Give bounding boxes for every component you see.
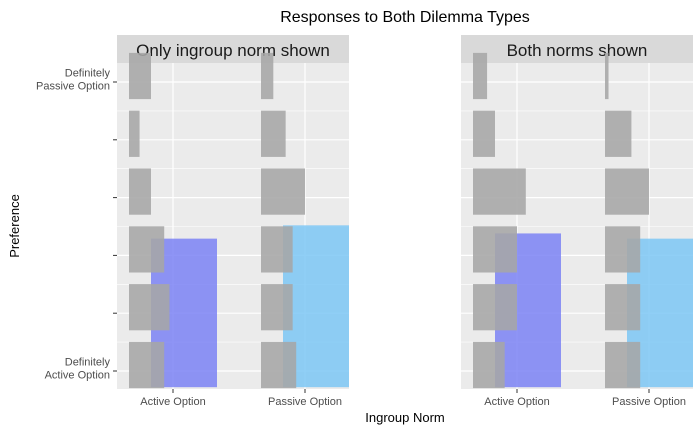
response-bin xyxy=(261,226,293,273)
response-bin xyxy=(261,168,305,215)
facet-panel-only-ingroup-norm: Only ingroup norm shown xyxy=(117,35,349,389)
chart-title: Responses to Both Dilemma Types xyxy=(280,9,530,26)
y-axis-title: Preference xyxy=(7,194,22,258)
bars-layer xyxy=(129,52,349,389)
y-tick-label: Passive Option xyxy=(36,81,110,93)
x-tick-label: Active Option xyxy=(140,396,205,408)
strip-background xyxy=(117,35,349,63)
response-bin xyxy=(261,341,297,389)
response-bin xyxy=(473,284,517,331)
response-bin xyxy=(129,284,170,331)
y-tick-label: Definitely xyxy=(65,68,111,80)
strip-label: Both norms shown xyxy=(507,41,648,60)
facet-panel-both-norms: Both norms shown xyxy=(461,35,693,389)
response-bin xyxy=(129,110,140,157)
response-bin xyxy=(129,341,165,389)
y-tick-label: Definitely xyxy=(65,357,111,369)
x-axis-title: Ingroup Norm xyxy=(365,410,444,425)
response-bin xyxy=(605,168,649,215)
response-bin xyxy=(261,52,274,100)
bars-layer xyxy=(473,52,693,389)
strip-background xyxy=(461,35,693,63)
response-bin xyxy=(605,110,632,157)
response-bin xyxy=(473,226,517,273)
x-tick-label: Passive Option xyxy=(268,396,342,408)
response-bin xyxy=(473,341,505,389)
strip-label: Only ingroup norm shown xyxy=(136,41,330,60)
response-bin xyxy=(473,52,488,100)
y-tick-label: Active Option xyxy=(45,370,110,382)
response-bin xyxy=(605,226,641,273)
response-bin xyxy=(605,52,609,100)
response-bin xyxy=(129,52,151,100)
x-axis-panel-1: Active Option Passive Option xyxy=(140,389,342,408)
response-bin xyxy=(605,341,641,389)
response-bin xyxy=(605,284,641,331)
response-bin xyxy=(129,226,165,273)
response-bin xyxy=(473,110,495,157)
x-axis-panel-2: Active Option Passive Option xyxy=(484,389,686,408)
response-bin xyxy=(473,168,526,215)
response-bin xyxy=(129,168,151,215)
x-tick-label: Active Option xyxy=(484,396,549,408)
response-bin xyxy=(261,110,286,157)
x-tick-label: Passive Option xyxy=(612,396,686,408)
response-bin xyxy=(261,284,293,331)
